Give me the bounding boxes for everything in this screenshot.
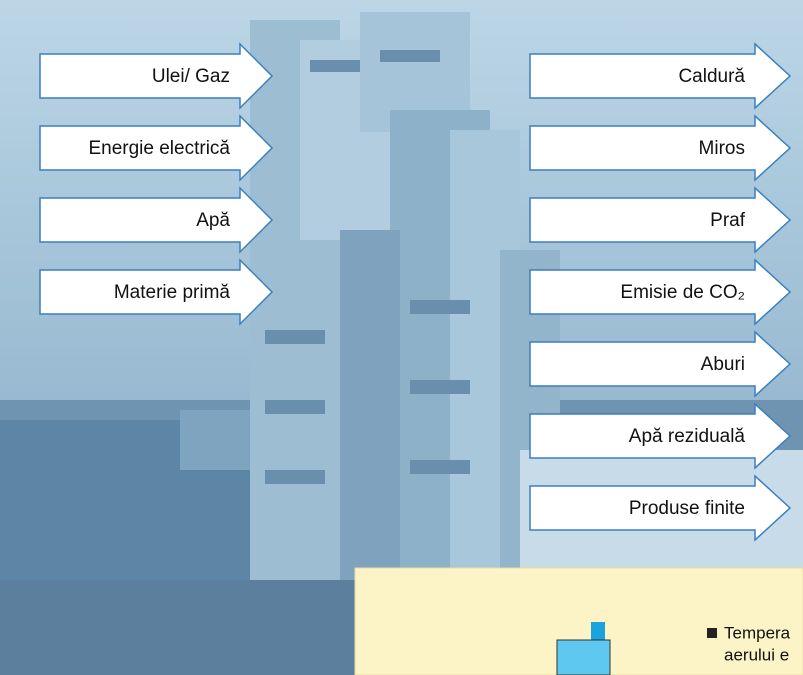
arrow	[40, 188, 272, 252]
arrow-label: Energie electrică	[88, 138, 230, 159]
arrow	[530, 332, 790, 396]
arrow-label: Caldură	[678, 66, 745, 87]
info-line: aerului e	[724, 645, 789, 664]
info-line: Tempera	[724, 623, 791, 642]
arrow-label: Emisie de CO₂	[620, 282, 745, 303]
arrow	[530, 188, 790, 252]
arrow	[530, 44, 790, 108]
arrow-label: Praf	[710, 210, 746, 231]
arrow-label: Ulei/ Gaz	[152, 66, 230, 87]
arrow	[530, 116, 790, 180]
arrow-label: Miros	[699, 138, 745, 159]
arrow-label: Aburi	[701, 354, 745, 375]
arrow-label: Produse finite	[629, 498, 745, 519]
page: Ulei/ Gaz Energie electrică Apă Materie pri…	[0, 0, 803, 675]
info-box: Tempera aerului e	[355, 568, 803, 675]
arrow-label: Materie primă	[114, 282, 231, 303]
arrow-label: Apă	[196, 210, 230, 231]
arrow-label: Apă reziduală	[629, 426, 746, 447]
